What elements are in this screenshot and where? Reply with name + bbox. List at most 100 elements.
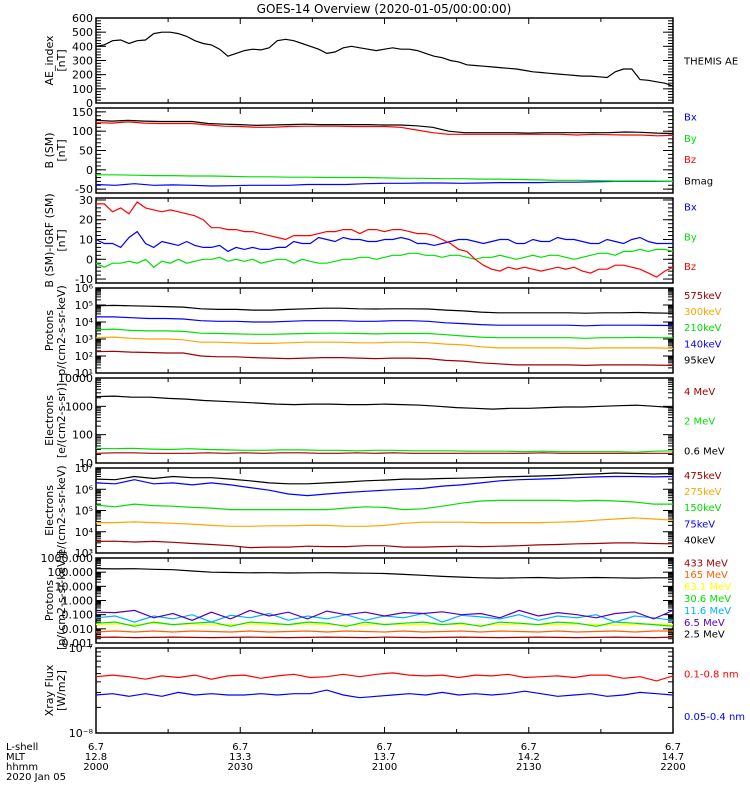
legend-entry: 575keV [684,291,722,302]
series-line-themis-ae [96,31,673,87]
series-line-bz [96,121,673,137]
series-line-95kev [96,304,673,314]
xaxis-date-label: 2020 Jan 05 [6,772,66,783]
legend-entry: 165 MeV [684,570,728,581]
series-line-75kev [96,475,673,497]
y-tick-label: -10 [75,273,93,286]
x-tick-label-hhmm: 2200 [660,762,685,773]
x-tick-label-mlt: 13.3 [229,752,251,763]
y-axis-label: AE_index [43,35,56,86]
y-axis-units: [nT] [55,229,68,251]
y-tick-label: -50 [75,183,93,196]
y-axis-label: Electrons [43,485,56,536]
y-tick-label: 10² [75,350,93,363]
y-tick-label: 10⁶ [75,282,94,295]
y-tick-label: 20 [79,214,93,227]
y-axis-units: [e/(cm2-s-sr)] [55,383,68,458]
series-line-150kev [96,499,673,511]
y-axis-units: [nT] [55,49,68,71]
series-line-140kev [96,316,673,327]
y-tick-label: 1000.000 [41,552,94,565]
series-line-bz [96,201,673,278]
x-tick-label-hhmm: 2130 [516,762,541,773]
y-tick-label: 600 [72,12,93,25]
y-tick-label: 10.000 [55,580,94,593]
panel-frame [95,17,674,104]
x-tick-label-mlt: 12.8 [85,752,107,763]
panel-frame [95,467,674,554]
figure-title: GOES-14 Overview (2020-01-05/00:00:00) [257,2,512,16]
legend-entry: 150keV [684,503,722,514]
y-tick-label: 10 [79,457,93,470]
y-tick-label: 10⁶ [75,483,94,496]
panel-8: 10⁻⁸ 10⁻⁷ Xray Flux [W/m2] 0.1-0.8 nm 0.05-0.… [43,642,745,740]
legend-entry: 433 MeV [684,558,728,569]
y-axis-label: Protons [43,580,56,621]
x-axis-labels: L-shell MLT hhmm 2020 Jan 05 6.712.82000… [6,742,686,783]
y-tick-label: 10⁷ [75,462,93,475]
y-tick-label: 400 [72,40,93,53]
y-axis-label: B (SM) [43,132,56,168]
legend-entry: Bx [684,113,697,124]
legend-entry: 75keV [684,519,715,530]
series-line-by [96,248,673,268]
x-tick-label-lshell: 6.7 [232,742,248,753]
xaxis-row-label-hhmm: hhmm [6,762,38,773]
y-tick-label: 10000 [58,372,93,385]
series-line-6-5-mev [96,609,673,621]
legend-entry: Bz [684,262,696,273]
panel-frame [95,197,674,284]
y-tick-label: 500 [72,26,93,39]
x-tick-label-hhmm: 2100 [372,762,397,773]
y-tick-label: 0 [86,164,93,177]
y-axis-label: Protons [43,310,56,351]
y-axis-units: e/(cm2-s-sr-keV) [55,465,68,555]
series-line-300kev [96,336,673,350]
x-tick-label-lshell: 6.7 [665,742,681,753]
legend-entry: Bx [684,203,697,214]
y-tick-label: 0.010 [62,623,94,636]
x-tick-label-lshell: 6.7 [377,742,393,753]
xaxis-row-label-lshell: L-shell [6,742,38,753]
panel-frame [95,647,674,734]
y-tick-label: 200 [72,69,93,82]
y-axis-label: Electrons [43,395,56,446]
y-tick-label: 150 [72,106,93,119]
y-tick-label: 30 [79,194,93,207]
y-tick-label: 10¹ [75,367,93,380]
y-axis-units: [p/(cm2-s-sr-keV)] [55,551,68,650]
series-line-bx [96,180,673,187]
legend-entry: 140keV [684,339,722,350]
legend-entry: Bmag [684,176,713,187]
series-line-30-6-mev [96,621,673,627]
legend-entry: 210keV [684,323,722,334]
y-tick-label: 100 [72,429,93,442]
y-tick-label: 100 [72,83,93,96]
legend-entry: 11.6 MeV [684,606,731,617]
panel-2: -50 0 50 100 150 B (SM) [nT] Bx By Bz Bmag [43,106,713,196]
series-line-bmag [96,119,673,135]
x-tick-label-mlt: 14.7 [662,752,684,763]
series-line-0-1-0-8-nm [96,672,673,682]
series-line-2-mev [96,447,673,453]
y-tick-label: 10⁴ [75,316,94,329]
y-tick-label: 100 [72,125,93,138]
series-line-by [96,174,673,182]
y-axis-units: [W/m2] [55,670,68,711]
series-line-433-mev [96,636,673,639]
legend-entry: 300keV [684,307,722,318]
legend-entry: By [684,134,697,145]
series-line-2-5-mev [96,568,673,579]
legend-entry: 30.6 MeV [684,594,731,605]
xaxis-row-label-mlt: MLT [6,752,26,763]
y-tick-label: 0.001 [62,637,94,650]
y-tick-label: 10⁻⁸ [69,727,94,740]
legend-entry: 0.1-0.8 nm [684,670,739,681]
y-tick-label: 10³ [75,333,93,346]
series-line-bx [96,230,673,253]
legend-entry: 2.5 MeV [684,630,725,641]
y-tick-label: 10⁻⁷ [69,642,93,655]
